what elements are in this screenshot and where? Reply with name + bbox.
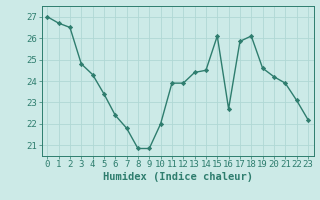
X-axis label: Humidex (Indice chaleur): Humidex (Indice chaleur): [103, 172, 252, 182]
